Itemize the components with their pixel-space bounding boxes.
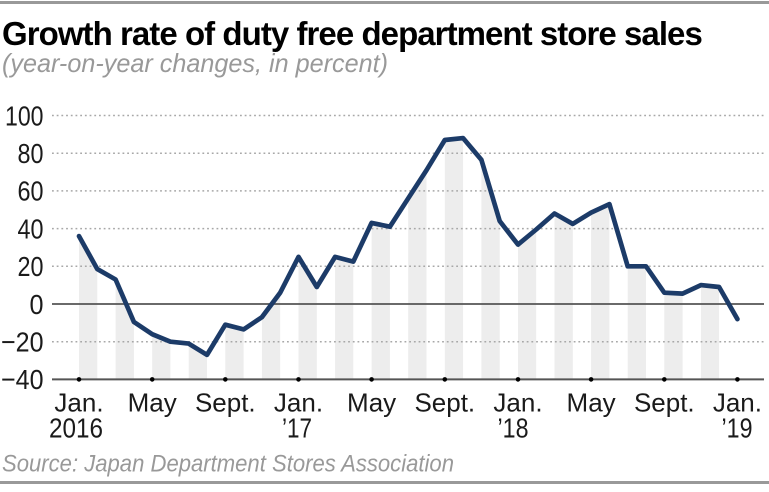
svg-text:May: May [347,388,396,418]
svg-text:’19: ’19 [722,413,753,444]
svg-text:Sept.: Sept. [414,388,475,418]
svg-text:20: 20 [18,251,44,282]
svg-text:Growth rate of duty free depar: Growth rate of duty free department stor… [2,15,702,52]
svg-text:Jan.: Jan. [493,388,542,418]
svg-text:2016: 2016 [49,413,103,444]
svg-text:Jan.: Jan. [713,388,762,418]
svg-text:May: May [128,388,177,418]
svg-text:−40: −40 [1,364,44,395]
svg-text:(year-on-year changes, in perc: (year-on-year changes, in percent) [2,48,388,78]
svg-text:’18: ’18 [498,413,529,444]
svg-text:May: May [567,388,616,418]
svg-text:40: 40 [18,213,44,244]
svg-text:100: 100 [5,100,44,131]
svg-text:Jan.: Jan. [274,388,323,418]
svg-text:Jan.: Jan. [54,388,103,418]
svg-text:−20: −20 [1,327,44,358]
svg-text:60: 60 [18,176,44,207]
svg-text:Source: Japan Department Store: Source: Japan Department Stores Associat… [2,451,454,478]
svg-text:Sept.: Sept. [634,388,695,418]
svg-text:80: 80 [18,138,44,169]
svg-text:0: 0 [30,289,44,320]
svg-text:Sept.: Sept. [195,388,256,418]
svg-text:’17: ’17 [282,413,312,444]
